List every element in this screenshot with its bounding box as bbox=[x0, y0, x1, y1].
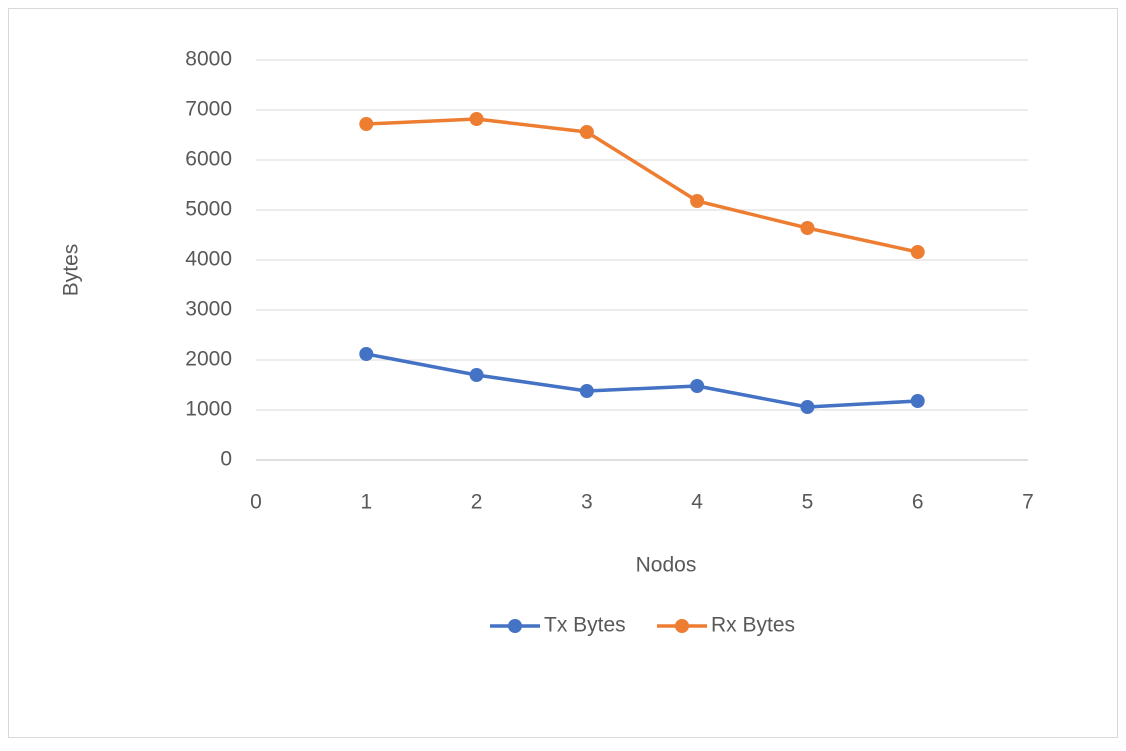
y-tick-label: 0 bbox=[220, 448, 232, 471]
data-point bbox=[469, 368, 484, 382]
y-tick-label: 7000 bbox=[185, 98, 232, 121]
data-point bbox=[910, 394, 925, 408]
x-axis-title: Nodos bbox=[636, 554, 697, 577]
x-tick-label: 6 bbox=[912, 491, 924, 514]
y-axis-title: Bytes bbox=[60, 244, 83, 297]
y-tick-label: 3000 bbox=[185, 298, 232, 321]
data-point bbox=[690, 379, 705, 393]
y-tick-label: 2000 bbox=[185, 348, 232, 371]
data-point bbox=[800, 400, 815, 414]
data-point bbox=[910, 245, 925, 259]
x-tick-label: 7 bbox=[1022, 491, 1034, 514]
x-tick-label: 5 bbox=[802, 491, 814, 514]
x-tick-label: 3 bbox=[581, 491, 593, 514]
y-tick-label: 6000 bbox=[185, 148, 232, 171]
data-point bbox=[579, 384, 594, 398]
x-tick-label: 4 bbox=[691, 491, 703, 514]
series-line bbox=[366, 117, 919, 254]
data-point bbox=[469, 112, 484, 126]
data-point bbox=[359, 347, 374, 361]
data-point bbox=[359, 117, 374, 131]
series-line bbox=[365, 352, 918, 409]
data-point bbox=[690, 194, 705, 208]
x-tick-label: 0 bbox=[250, 491, 262, 514]
legend-marker bbox=[508, 619, 522, 633]
y-tick-label: 5000 bbox=[185, 198, 232, 221]
legend-marker bbox=[675, 619, 689, 633]
y-tick-label: 8000 bbox=[185, 48, 232, 71]
data-point bbox=[800, 221, 815, 235]
legend-label: Tx Bytes bbox=[544, 614, 626, 637]
y-tick-label: 4000 bbox=[185, 248, 232, 271]
data-point bbox=[579, 125, 594, 139]
x-tick-label: 2 bbox=[471, 491, 483, 514]
x-tick-label: 1 bbox=[360, 491, 372, 514]
y-tick-label: 1000 bbox=[185, 398, 232, 421]
legend-label: Rx Bytes bbox=[711, 614, 795, 637]
